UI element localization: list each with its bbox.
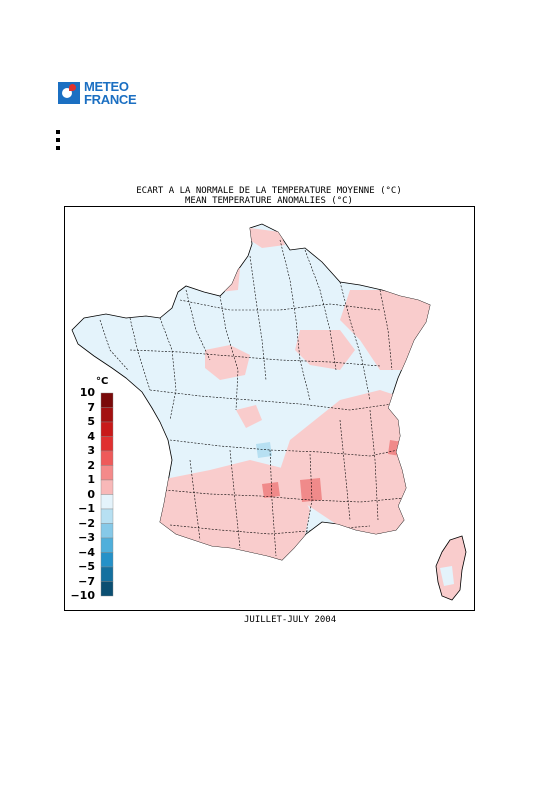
legend-label: 2 [87, 458, 95, 472]
meteo-france-logo: METEO FRANCE [58, 80, 142, 108]
legend-swatch [100, 552, 114, 568]
legend-swatch [100, 523, 114, 539]
legend-label: 7 [87, 400, 95, 414]
legend-swatch [100, 392, 114, 408]
legend-label: −1 [78, 502, 95, 515]
legend-label: −10 [70, 589, 95, 602]
legend-label: 10 [79, 386, 95, 399]
legend-label: −5 [78, 560, 95, 573]
legend-swatch [100, 537, 114, 553]
legend-label: 3 [87, 444, 95, 457]
legend-label: −3 [78, 531, 95, 544]
warm-anomaly-areas [150, 228, 430, 560]
logo-line2: FRANCE [84, 92, 137, 107]
decorative-marks [56, 130, 62, 154]
legend-label: −4 [78, 545, 95, 559]
map-caption: JUILLET-JULY 2004 [244, 615, 337, 625]
legend-swatch [100, 407, 114, 423]
legend-swatch [100, 421, 114, 437]
legend-swatch [100, 581, 114, 597]
legend-swatch [100, 479, 114, 495]
legend-swatch [100, 436, 114, 452]
map-title-en: MEAN TEMPERATURE ANOMALIES (°C) [185, 196, 353, 206]
legend-swatch [100, 566, 114, 582]
legend-label: 4 [87, 429, 95, 443]
legend-label: −7 [78, 574, 95, 588]
map-title-fr: ECART A LA NORMALE DE LA TEMPERATURE MOY… [136, 186, 402, 196]
legend-swatch [100, 508, 114, 524]
legend-label: −2 [78, 516, 95, 530]
logo-line1: METEO [84, 79, 129, 94]
department-boundaries [99, 239, 405, 557]
legend-unit: °C [96, 376, 109, 387]
logo-text: METEO FRANCE [84, 79, 137, 107]
legend-label: 1 [87, 473, 95, 486]
legend-swatch [100, 494, 114, 510]
legend-label: 5 [87, 415, 95, 428]
legend-label: 0 [87, 487, 95, 501]
legend-swatch [100, 450, 114, 466]
meteo-france-logo-icon [58, 82, 80, 104]
legend-swatch [100, 465, 114, 481]
